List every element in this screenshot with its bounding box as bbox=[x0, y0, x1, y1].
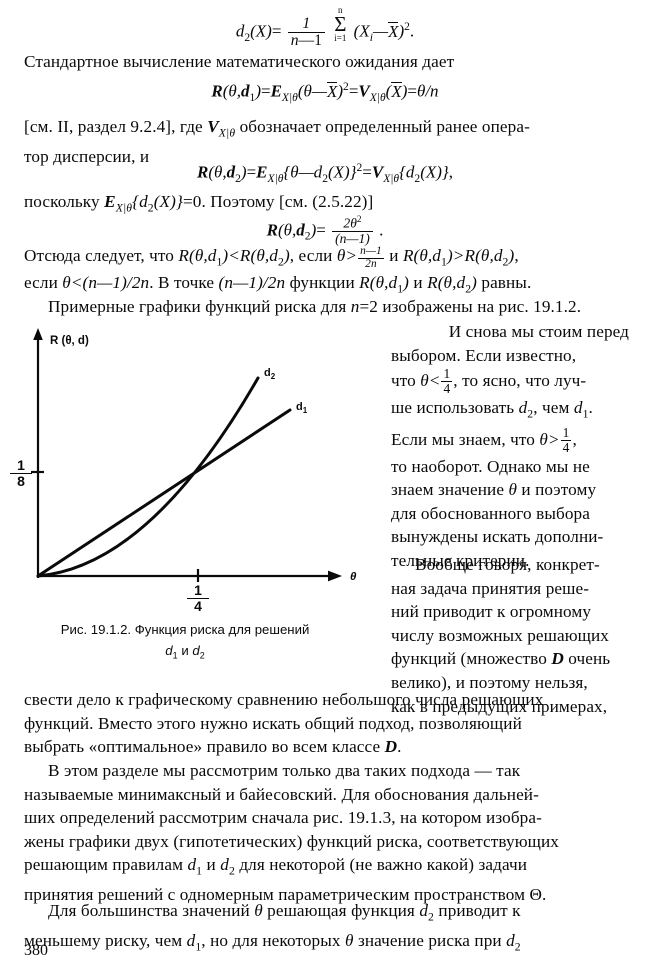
curve-label-d1: d1 bbox=[296, 401, 308, 415]
figure-caption-line1: Рис. 19.1.2. Функция риска для решений bbox=[60, 622, 310, 637]
bottom-line-7: жены графики двух (гипотетических) функц… bbox=[24, 831, 559, 851]
curve-d1 bbox=[36, 408, 292, 578]
right-line-11: Вообще говоря, конкрет- bbox=[415, 555, 600, 574]
figure-caption-line2: d1 и d2 bbox=[165, 643, 205, 661]
right-line-3: что θ< 1 4, то ясно, что луч- bbox=[391, 366, 587, 397]
paragraph-otsyuda: Отсюда следует, что R(θ,d1)<R(θ,d2), есл… bbox=[24, 244, 519, 270]
right-column-block-2: Вообще говоря, конкрет- ная задача приня… bbox=[391, 553, 629, 718]
formula-risk-d1: R(θ,d1)=EX|θ(θ—X)2=VX|θ(X)=θ/n bbox=[211, 80, 439, 105]
formula-risk-d2: R(θ,d2)=EX|θ{θ—d2(X)}2=VX|θ{d2(X)}, bbox=[197, 161, 453, 186]
right-line-17: как в предыдущих примерах, bbox=[391, 696, 608, 716]
right-line-2: выбором. Если известно, bbox=[391, 345, 577, 365]
paragraph-poskolku: поскольку EX|θ{d2(X)}=0. Поэтому [см. (2… bbox=[24, 192, 374, 215]
bottom-line-9: принятия решений с одномерным параметрич… bbox=[24, 885, 547, 905]
paragraph-primernye: Примерные графики функций риска для n=2 … bbox=[48, 297, 582, 316]
right-line-1: И снова мы стоим перед bbox=[448, 322, 629, 341]
paragraph-bottom-1: свести дело к графическому сравнению неб… bbox=[24, 688, 630, 759]
paragraph-see-section: [см. II, раздел 9.2.4], где VX|θ обознач… bbox=[24, 117, 530, 167]
y-axis-label: R (θ, d) bbox=[50, 335, 89, 347]
paragraph-esli: если θ<(n—1)/2n. В точке (n—1)/2n функци… bbox=[24, 273, 532, 296]
x-axis-arrowhead bbox=[328, 570, 342, 582]
curve-d2 bbox=[36, 376, 260, 578]
right-line-4: ше использовать d2, чем d1. bbox=[391, 397, 593, 421]
bottom-line-4: В этом разделе мы рассмотрим только два … bbox=[48, 761, 521, 780]
bottom-line-5: называемые минимаксный и байесовский. Дл… bbox=[24, 784, 539, 804]
right-line-12: ная задача принятия реше- bbox=[391, 578, 590, 598]
paragraph-bottom-3: Для большинства значений θ решающая функ… bbox=[24, 899, 630, 959]
right-column-block-1: И снова мы стоим перед выбором. Если изв… bbox=[391, 320, 629, 573]
curve-label-d2: d2 bbox=[264, 367, 276, 381]
line-standard-computation: Стандартное вычисление математического о… bbox=[24, 52, 455, 71]
bottom-line-11: меньшему риску, чем d1, но для некоторых… bbox=[24, 931, 521, 954]
bottom-line-2: функций. Вместо этого нужно искать общий… bbox=[24, 713, 522, 733]
x-tick-label-one-fourth: 1 4 bbox=[187, 583, 209, 613]
figure-risk-functions: R (θ, d) θ d2 d1 1 8 1 4 bbox=[0, 318, 390, 618]
bottom-line-8: решающим правилам d1 и d2 для некоторой … bbox=[24, 855, 528, 878]
bottom-line-10: Для большинства значений θ решающая функ… bbox=[48, 901, 521, 924]
paragraph-bottom-2: В этом разделе мы рассмотрим только два … bbox=[24, 759, 630, 907]
y-tick-label-one-eighth: 1 8 bbox=[10, 458, 32, 488]
right-line-8: для обоснованного выбора bbox=[391, 503, 590, 523]
right-line-6: то наоборот. Однако мы не bbox=[391, 456, 590, 476]
right-line-14: числу возможных решающих bbox=[391, 625, 609, 645]
right-line-7: знаем значение θ и поэтому bbox=[391, 480, 597, 500]
page-number: 380 bbox=[24, 942, 48, 959]
right-line-13: ний приводит к огромному bbox=[391, 602, 592, 622]
right-line-5: Если мы знаем, что θ> 1 4, bbox=[391, 425, 577, 455]
y-axis-arrowhead bbox=[33, 328, 43, 340]
x-axis-label: θ bbox=[350, 571, 357, 583]
formula-risk-d2-value: R(θ,d2)= 2θ2 (n—1) . bbox=[266, 214, 384, 246]
right-line-9: вынуждены искать дополни- bbox=[391, 527, 604, 547]
right-line-15: функций (множество D очень bbox=[391, 649, 611, 669]
right-line-16: велико), и поэтому нельзя, bbox=[391, 672, 588, 692]
risk-function-plot: R (θ, d) θ d2 d1 bbox=[31, 328, 357, 583]
bottom-line-1: свести дело к графическому сравнению неб… bbox=[24, 690, 544, 709]
bottom-line-3: выбрать «оптимальное» правило во всем кл… bbox=[24, 737, 402, 757]
bottom-line-6: ших определений рассмотрим сначала рис. … bbox=[24, 808, 542, 828]
right-line-10: тельные критерии. bbox=[391, 550, 530, 570]
